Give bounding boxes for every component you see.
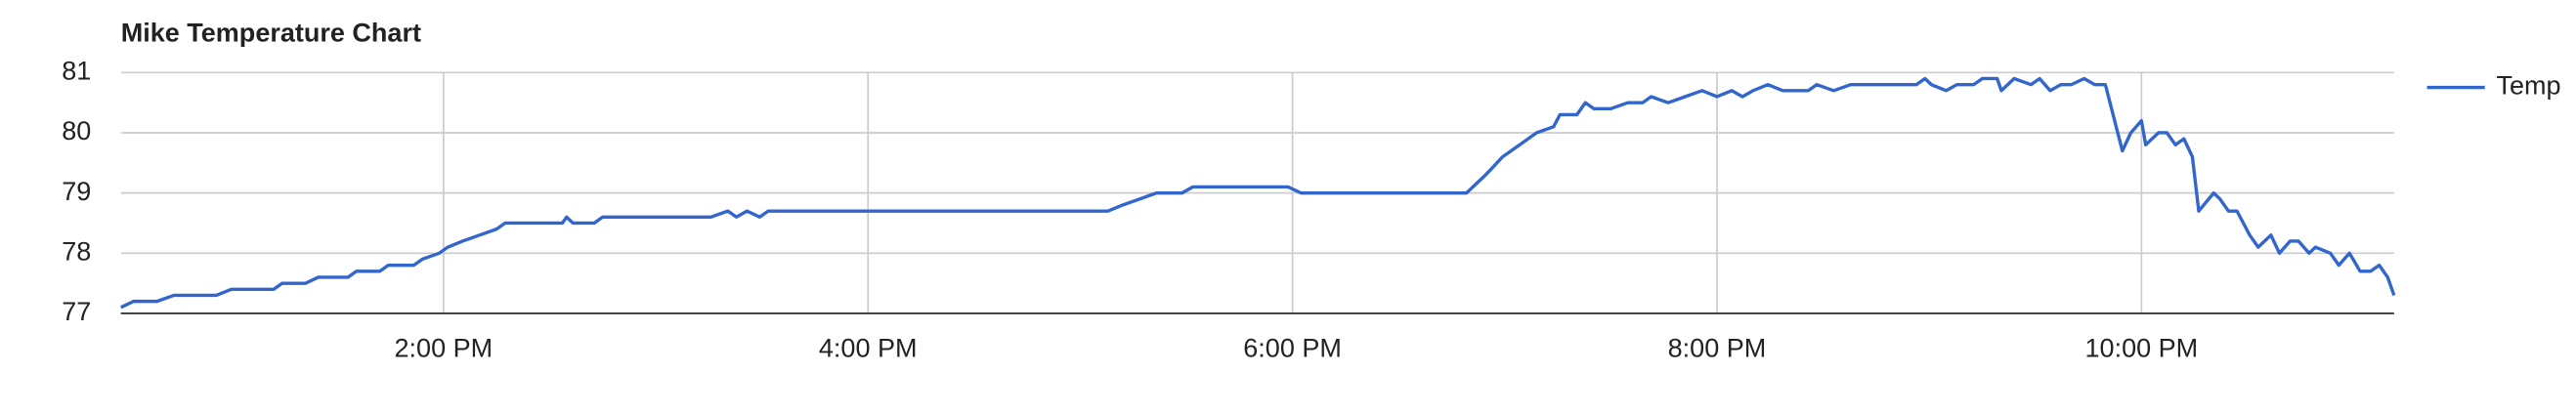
y-tick-label: 77 xyxy=(62,297,91,326)
y-tick-label: 78 xyxy=(62,236,91,266)
x-tick-label: 6:00 PM xyxy=(1243,333,1342,362)
legend-label: Temp xyxy=(2497,71,2561,101)
x-tick-label: 8:00 PM xyxy=(1668,333,1767,362)
data-line xyxy=(119,76,2396,310)
x-tick-label: 10:00 PM xyxy=(2085,333,2199,362)
x-tick-label: 2:00 PM xyxy=(395,333,494,362)
x-tick-label: 4:00 PM xyxy=(819,333,918,362)
y-tick-label: 81 xyxy=(62,56,91,85)
chart-title: Mike Temperature Chart xyxy=(121,19,421,48)
y-tick-label: 80 xyxy=(62,116,91,145)
y-tick-label: 79 xyxy=(62,177,91,206)
